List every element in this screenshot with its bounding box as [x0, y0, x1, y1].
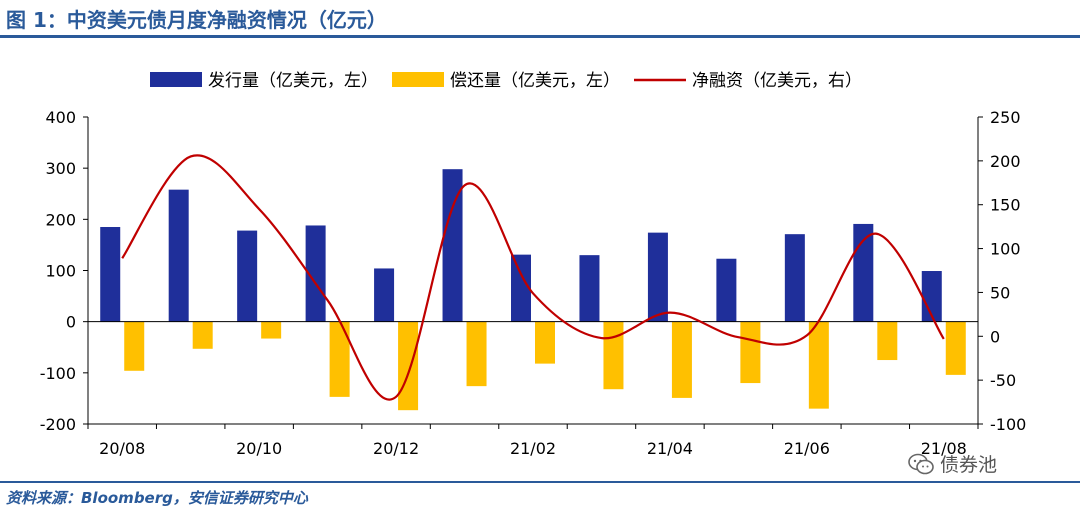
legend: 发行量（亿美元，左） 偿还量（亿美元，左） 净融资（亿美元，右）: [150, 71, 862, 91]
y-left-tick-label: 300: [45, 159, 76, 178]
y-right-tick-label: 150: [990, 196, 1021, 215]
chart: 发行量（亿美元，左） 偿还量（亿美元，左） 净融资（亿美元，右） -200 -100 0…: [40, 71, 1027, 458]
y-left-tick-label: 0: [66, 313, 76, 332]
x-tick-label-21/06: 21/06: [784, 439, 830, 458]
repayment-bar-20/12: [398, 321, 419, 411]
repayment-bar-20/11: [329, 321, 350, 397]
y-right-tick-label: 0: [990, 327, 1000, 346]
issuance-bar-21/08: [921, 271, 942, 322]
y-right-tick-label: -100: [990, 415, 1026, 434]
chart-title: 图 1：中资美元债月度净融资情况（亿元）: [6, 8, 387, 32]
axes-layer: -200 -100 0 100 200 300 400 -100 -50 0 50 100 150 200…: [40, 108, 1027, 458]
repayment-bar-21/08: [945, 321, 966, 375]
issuance-bar-20/11: [305, 225, 326, 322]
repayment-bar-21/07: [877, 321, 898, 361]
watermark: 债券池: [908, 450, 997, 477]
repayment-bar-21/01: [466, 321, 487, 387]
repayment-bar-21/04: [671, 321, 692, 398]
y-right-tick-label: 50: [990, 283, 1010, 302]
issuance-bar-21/05: [716, 258, 737, 322]
legend-swatch-issuance: [150, 72, 202, 87]
repayment-bar-21/05: [740, 321, 761, 384]
x-tick-label-21/08: 21/08: [921, 439, 967, 458]
y-right-tick-label: 100: [990, 240, 1021, 259]
legend-swatch-repayment: [392, 72, 444, 87]
watermark-text: 债券池: [940, 454, 998, 476]
legend-label-issuance: 发行量（亿美元，左）: [208, 71, 378, 91]
repayment-bar-21/03: [603, 321, 624, 390]
issuance-bar-20/09: [168, 189, 189, 322]
issuance-bar-20/10: [237, 230, 258, 322]
y-left-tick-label: 400: [45, 108, 76, 127]
issuance-bar-21/06: [784, 234, 805, 322]
repayment-bar-21/02: [535, 321, 555, 364]
legend-label-repayment: 偿还量（亿美元，左）: [450, 71, 620, 91]
issuance-bar-21/04: [647, 232, 668, 322]
y-right-tick-label: 250: [990, 108, 1021, 127]
x-tick-label-20/08: 20/08: [99, 439, 145, 458]
y-left-tick-label: -100: [40, 364, 76, 383]
issuance-bar-21/03: [579, 255, 600, 322]
line-layer: [121, 154, 945, 401]
issuance-bar-21/07: [853, 223, 874, 322]
y-right-tick-label: -50: [990, 371, 1016, 390]
bars-layer: [100, 169, 966, 411]
repayment-bar-20/10: [261, 321, 282, 339]
issuance-bar-20/08: [100, 227, 121, 322]
footer-divider: [0, 481, 1080, 483]
y-left-tick-label: 100: [45, 262, 76, 281]
source-note: 资料来源：Bloomberg，安信证券研究中心: [6, 489, 308, 507]
title-divider: [0, 35, 1080, 38]
x-tick-label-20/10: 20/10: [236, 439, 282, 458]
legend-label-net: 净融资（亿美元，右）: [692, 71, 862, 91]
y-right-tick-label: 200: [990, 152, 1021, 171]
issuance-bar-20/12: [374, 268, 395, 322]
x-tick-label-20/12: 20/12: [373, 439, 419, 458]
y-left-tick-label: -200: [40, 415, 76, 434]
repayment-bar-21/06: [808, 321, 829, 409]
x-tick-label-21/02: 21/02: [510, 439, 556, 458]
y-left-tick-label: 200: [45, 210, 76, 229]
wechat-icon: [908, 453, 934, 474]
repayment-bar-20/08: [124, 321, 145, 371]
x-tick-label-21/04: 21/04: [647, 439, 693, 458]
repayment-bar-20/09: [192, 321, 213, 349]
issuance-bar-21/02: [511, 254, 531, 322]
issuance-bar-21/01: [442, 169, 463, 322]
